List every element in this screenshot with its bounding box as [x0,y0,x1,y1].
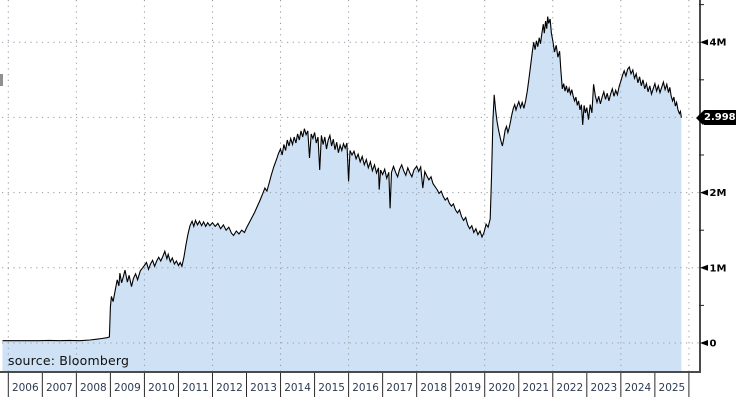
y-tick-label: 4M [710,38,727,49]
area-fill [2,16,682,371]
x-tick-label: 2025 [659,382,686,394]
y-major-tick [700,340,708,346]
x-tick-label: 2012 [216,382,243,394]
x-tick-label: 2023 [590,382,617,394]
last-price-badge: 2.998M [696,110,736,125]
x-tick-label: 2014 [284,382,311,394]
x-tick-label: 2017 [386,382,413,394]
x-tick-label: 2016 [352,382,379,394]
y-tick-label: 1M [710,263,727,274]
x-tick-label: 2006 [12,382,39,394]
y-major-tick [700,39,708,46]
x-tick-label: 2019 [454,382,481,394]
x-tick-label: 2009 [114,382,141,394]
x-tick-label: 2011 [182,382,209,394]
x-tick-label: 2020 [488,382,515,394]
x-tick-label: 2008 [80,382,107,394]
badge-arrow-icon [696,110,703,125]
x-tick-label: 2021 [522,382,549,394]
price-line [2,16,682,342]
x-tick-label: 2007 [46,382,73,394]
y-major-tick [700,189,708,196]
y-tick-label: 2M [710,188,727,199]
x-tick-label: 2013 [250,382,277,394]
x-tick-label: 2018 [420,382,447,394]
x-tick-label: 2010 [148,382,175,394]
x-tick-label: 2022 [556,382,583,394]
left-edge-tick [0,74,3,86]
x-tick-label: 2015 [318,382,345,394]
x-tick-label: 2024 [624,382,651,394]
y-tick-label: 0 [710,339,717,350]
last-price-value: 2.998M [703,110,736,125]
y-major-tick [700,264,708,271]
